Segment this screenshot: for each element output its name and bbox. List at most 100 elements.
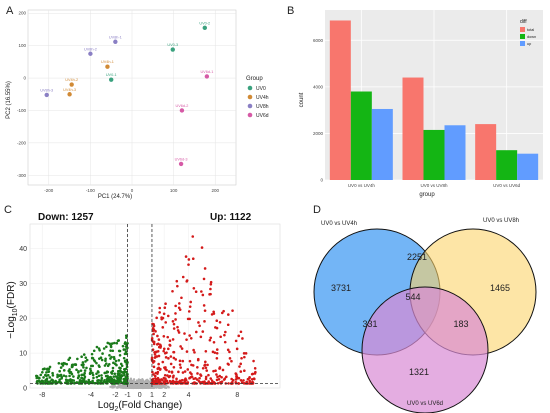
volcano-point-up	[240, 356, 243, 360]
volcano-point-down	[111, 349, 115, 353]
pca-point-label: UV6d-2	[175, 104, 188, 108]
volcano-xtick-label: 4	[187, 392, 191, 399]
volcano-point-up	[215, 356, 219, 360]
volcano-point-up	[171, 320, 175, 323]
volcano-point-up	[222, 378, 226, 381]
volcano-point-up	[209, 282, 213, 286]
bar-ytick-label: 0	[320, 178, 323, 183]
volcano-point-up	[180, 378, 184, 382]
volcano-point-up	[153, 374, 157, 378]
volcano-point-up	[203, 320, 206, 323]
volcano-point-up	[172, 365, 176, 369]
volcano-point-ns	[141, 377, 144, 381]
volcano-point-up	[185, 280, 189, 283]
volcano-point-up	[185, 350, 189, 353]
volcano-point-up	[172, 322, 176, 326]
volcano-point-down	[64, 378, 68, 382]
volcano-point-up	[201, 293, 205, 297]
volcano-point-up	[212, 369, 215, 373]
volcano-ytick-label: 0	[23, 386, 27, 393]
volcano-point-up	[159, 344, 163, 348]
volcano-point-up	[210, 379, 214, 383]
volcano-point-up	[237, 382, 240, 385]
volcano-point-up	[253, 377, 256, 381]
volcano-point-down	[111, 366, 115, 370]
volcano-point-down	[102, 380, 105, 383]
pca-point	[44, 92, 49, 98]
volcano-point-up	[222, 309, 225, 313]
volcano-point-ns	[121, 384, 124, 387]
bar	[329, 20, 351, 181]
volcano-point-down	[76, 357, 79, 361]
volcano-point-up	[204, 377, 208, 381]
volcano-point-ns	[122, 386, 125, 390]
volcano-point-up	[239, 330, 243, 334]
volcano-point-up	[219, 335, 222, 339]
volcano-point-down	[95, 361, 98, 365]
pca-xtick-label: 0	[131, 188, 134, 193]
deg-count-bar-chart: B 0 2000 4000 6000 UV0 vs UV4h UV0 vs UV8h UV0…	[287, 5, 543, 198]
volcano-point-up	[243, 355, 246, 359]
volcano-point-up	[216, 381, 220, 385]
volcano-point-down	[101, 352, 104, 355]
volcano-point-down	[98, 348, 101, 352]
bar	[402, 77, 424, 180]
volcano-point-up	[224, 330, 227, 334]
volcano-point-up	[195, 378, 199, 381]
pca-point-label: UV0-2	[199, 21, 210, 25]
volcano-point-up	[243, 369, 246, 373]
volcano-point-up	[227, 382, 230, 385]
volcano-point-down	[95, 345, 99, 349]
volcano-point-up	[204, 366, 208, 370]
volcano-point-down	[57, 361, 61, 365]
volcano-point-down	[104, 357, 107, 361]
volcano-point-down	[121, 344, 125, 348]
volcano-point-ns	[134, 381, 137, 384]
volcano-point-up	[161, 326, 165, 329]
volcano-point-ns	[135, 386, 138, 389]
volcano-point-up	[195, 330, 198, 334]
volcano-point-ns	[141, 384, 144, 387]
volcano-point-up	[191, 235, 195, 238]
volcano-point-down	[124, 341, 127, 344]
bar-category-label: UV0 vs UV4h	[348, 183, 376, 188]
volcano-point-ns	[109, 385, 112, 389]
volcano-point-down	[98, 357, 101, 360]
volcano-point-down	[68, 370, 72, 374]
volcano-point-down	[105, 378, 109, 382]
volcano-point-up	[198, 376, 201, 380]
volcano-point-up	[178, 308, 182, 311]
volcano-point-ns	[139, 379, 142, 383]
volcano-point-up	[250, 377, 254, 381]
volcano-point-up	[169, 362, 173, 366]
volcano-point-up	[166, 374, 169, 377]
volcano-point-down	[116, 372, 120, 375]
volcano-point-down	[103, 364, 107, 367]
volcano-point-ns	[143, 386, 146, 389]
volcano-point-up	[228, 350, 231, 354]
volcano-point-down	[83, 371, 86, 375]
volcano-point-up	[176, 329, 180, 332]
volcano-point-up	[237, 376, 241, 380]
volcano-point-down	[121, 374, 124, 378]
pca-point	[170, 47, 175, 52]
bar-legend-swatch	[520, 27, 525, 32]
volcano-point-up	[227, 363, 230, 366]
volcano-point-down	[40, 379, 44, 383]
pca-legend-label: UV0	[256, 86, 266, 92]
volcano-point-up	[158, 306, 162, 310]
volcano-point-up	[151, 377, 155, 381]
volcano-point-down	[92, 349, 96, 353]
volcano-point-down	[48, 376, 52, 379]
volcano-point-down	[56, 375, 59, 379]
volcano-point-down	[119, 379, 122, 383]
volcano-point-up	[177, 331, 181, 334]
volcano-point-down	[37, 376, 41, 380]
volcano-point-up	[177, 370, 180, 374]
volcano-point-up	[203, 363, 207, 367]
bar-legend: diff total down up	[520, 19, 536, 46]
volcano-point-up	[221, 368, 225, 372]
volcano-point-down	[51, 371, 54, 375]
volcano-point-down	[109, 349, 112, 352]
volcano-point-down	[70, 365, 74, 369]
